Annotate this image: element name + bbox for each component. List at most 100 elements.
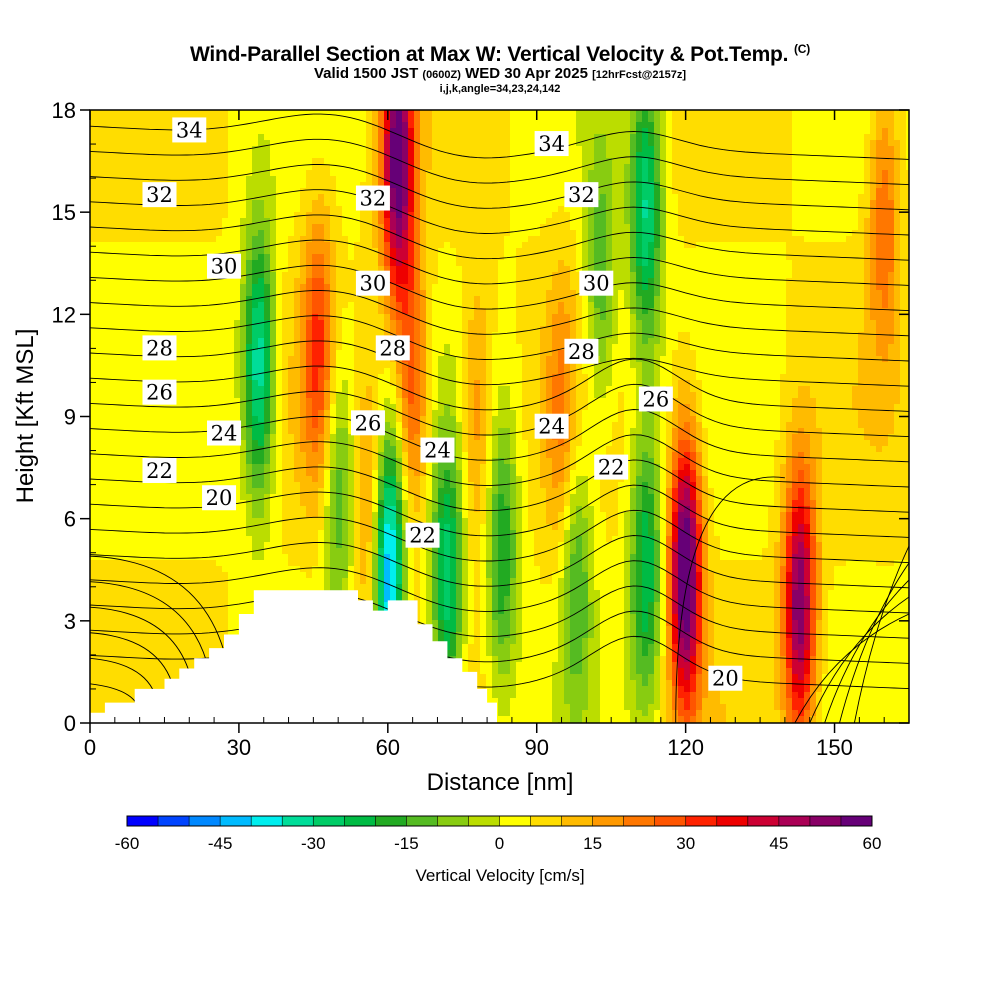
velocity-cell [642,134,649,141]
velocity-cell [252,230,259,237]
velocity-cell [342,266,349,273]
velocity-cell [696,158,703,165]
velocity-cell [822,314,829,321]
velocity-cell [444,284,451,291]
velocity-cell [198,164,205,171]
velocity-cell [768,242,775,249]
velocity-cell [96,134,103,141]
velocity-cell [156,158,163,165]
velocity-cell [888,212,895,219]
velocity-cell [186,266,193,273]
velocity-cell [558,170,565,177]
velocity-cell [312,224,319,231]
velocity-cell [654,278,661,285]
velocity-cell [822,308,829,315]
velocity-cell [474,296,481,303]
velocity-cell [540,164,547,171]
velocity-cell [852,128,859,135]
velocity-cell [882,116,889,123]
velocity-cell [366,176,373,183]
velocity-cell [702,254,709,261]
velocity-cell [198,314,205,321]
velocity-cell [738,248,745,255]
velocity-cell [894,266,901,273]
velocity-cell [396,152,403,159]
velocity-cell [474,242,481,249]
velocity-cell [708,266,715,273]
velocity-cell [852,140,859,147]
velocity-cell [888,296,895,303]
velocity-cell [864,182,871,189]
velocity-cell [528,218,535,225]
velocity-cell [654,272,661,279]
velocity-cell [444,110,451,117]
velocity-cell [510,260,517,267]
velocity-cell [180,242,187,249]
velocity-cell [882,266,889,273]
velocity-cell [810,110,817,117]
velocity-cell [582,146,589,153]
velocity-cell [180,158,187,165]
velocity-cell [516,260,523,267]
velocity-cell [282,134,289,141]
velocity-cell [906,164,909,171]
velocity-cell [756,320,763,327]
velocity-cell [330,116,337,123]
velocity-cell [294,206,301,213]
velocity-cell [756,290,763,297]
velocity-cell [216,212,223,219]
velocity-cell [612,236,619,243]
velocity-cell [426,272,433,279]
velocity-cell [276,146,283,153]
velocity-cell [102,326,109,333]
velocity-cell [798,146,805,153]
velocity-cell [600,224,607,231]
velocity-cell [96,290,103,297]
velocity-cell [870,272,877,279]
velocity-cell [708,116,715,123]
velocity-cell [720,242,727,249]
velocity-cell [192,296,199,303]
velocity-cell [336,236,343,243]
velocity-cell [522,290,529,297]
velocity-cell [834,122,841,129]
velocity-cell [360,218,367,225]
velocity-cell [732,320,739,327]
velocity-cell [534,230,541,237]
velocity-cell [420,254,427,261]
velocity-cell [630,188,637,195]
velocity-cell [726,302,733,309]
velocity-cell [414,272,421,279]
velocity-cell [816,182,823,189]
velocity-cell [150,128,157,135]
velocity-cell [396,242,403,249]
velocity-cell [480,242,487,249]
velocity-cell [894,320,901,327]
velocity-cell [108,170,115,177]
velocity-cell [450,110,457,117]
velocity-cell [510,218,517,225]
velocity-cell [570,278,577,285]
velocity-cell [162,308,169,315]
velocity-cell [768,230,775,237]
velocity-cell [582,266,589,273]
velocity-cell [324,164,331,171]
velocity-cell [684,182,691,189]
velocity-cell [726,206,733,213]
velocity-cell [246,272,253,279]
velocity-cell [198,200,205,207]
velocity-cell [414,326,421,333]
velocity-cell [372,260,379,267]
velocity-cell [462,236,469,243]
velocity-cell [168,260,175,267]
velocity-cell [468,158,475,165]
velocity-cell [540,194,547,201]
velocity-cell [540,110,547,117]
velocity-cell [780,122,787,129]
velocity-cell [318,302,325,309]
velocity-cell [684,260,691,267]
velocity-cell [372,212,379,219]
velocity-cell [834,182,841,189]
velocity-cell [864,302,871,309]
velocity-cell [774,320,781,327]
